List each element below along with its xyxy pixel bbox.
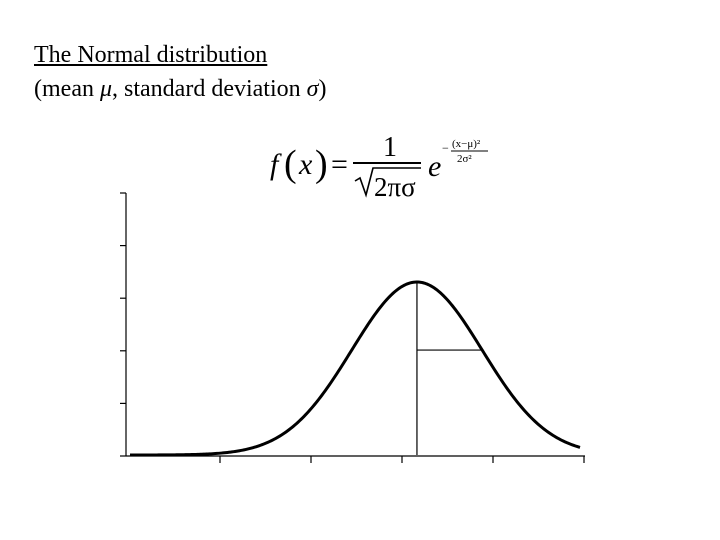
formula-background bbox=[255, 120, 600, 460]
chart bbox=[120, 192, 585, 463]
page-title: The Normal distribution bbox=[34, 42, 268, 68]
formula-radical bbox=[354, 167, 421, 198]
formula-x: x bbox=[298, 148, 313, 181]
sigma-symbol: σ bbox=[306, 76, 319, 102]
formula: f ( x ) = 1 2πσ e − (x−μ)² 2σ² bbox=[270, 132, 488, 202]
formula-denominator: 2πσ bbox=[374, 172, 416, 202]
formula-exp-denominator: 2σ² bbox=[457, 153, 472, 165]
formula-exp-numerator: (x−μ)² bbox=[452, 138, 481, 150]
bell-curve bbox=[130, 280, 581, 457]
subtitle-suffix: ) bbox=[318, 76, 327, 102]
subtitle-middle: , standard deviation bbox=[112, 76, 307, 102]
formula-equals: = bbox=[331, 148, 348, 181]
page-subtitle: (mean μ, standard deviation σ) bbox=[34, 74, 326, 104]
formula-numerator: 1 bbox=[383, 132, 397, 163]
formula-f: f bbox=[270, 148, 282, 181]
formula-e: e bbox=[428, 150, 441, 183]
subtitle-prefix: (mean bbox=[34, 76, 100, 102]
formula-paren-open: ( bbox=[284, 143, 297, 185]
formula-exp-sign: − bbox=[442, 141, 449, 155]
x-ticks bbox=[219, 456, 585, 463]
formula-paren-close: ) bbox=[315, 143, 328, 185]
y-ticks bbox=[120, 192, 126, 457]
mu-symbol: μ bbox=[99, 76, 113, 102]
